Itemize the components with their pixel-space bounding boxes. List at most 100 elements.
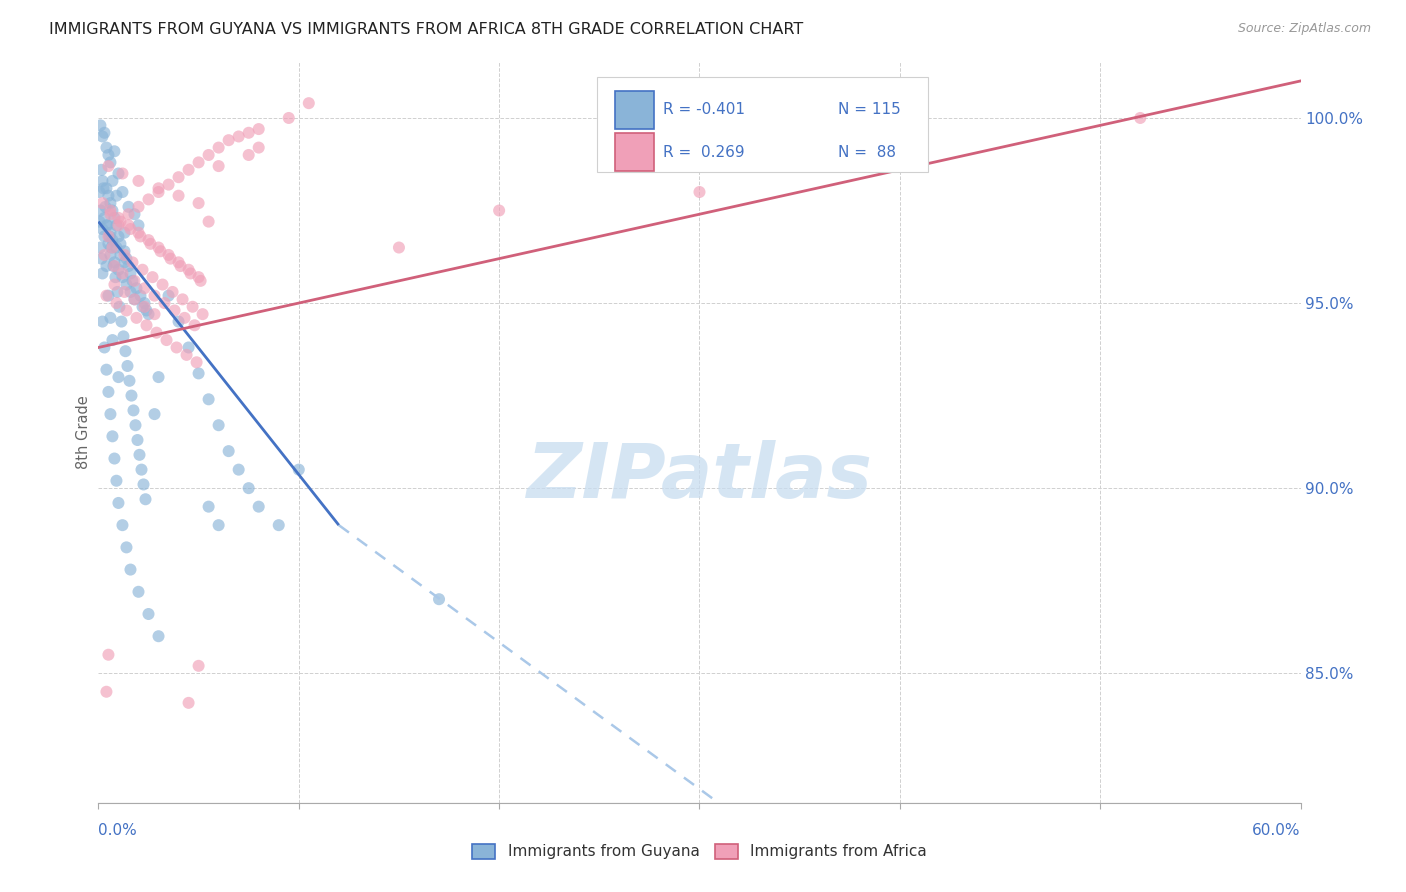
Point <box>162 285 184 299</box>
Point <box>103 259 125 273</box>
Point <box>176 348 198 362</box>
Point <box>124 274 146 288</box>
Point <box>93 181 115 195</box>
Point <box>121 388 143 402</box>
Point <box>96 219 118 233</box>
Point <box>104 270 127 285</box>
Point <box>388 241 411 255</box>
Point <box>117 200 139 214</box>
Point <box>94 200 117 214</box>
FancyBboxPatch shape <box>616 91 654 129</box>
Point <box>118 374 141 388</box>
Point <box>148 181 170 195</box>
Point <box>121 274 143 288</box>
Point <box>177 696 200 710</box>
Point <box>143 407 166 421</box>
Point <box>247 122 270 136</box>
Point <box>110 314 132 328</box>
Point <box>163 303 186 318</box>
Point <box>93 248 115 262</box>
Point <box>100 196 122 211</box>
Point <box>149 244 172 259</box>
Text: N =  88: N = 88 <box>838 145 896 160</box>
Point <box>145 326 167 340</box>
Point <box>238 126 260 140</box>
Y-axis label: 8th Grade: 8th Grade <box>76 396 91 469</box>
Point <box>96 362 118 376</box>
Point <box>228 462 250 476</box>
Point <box>135 303 157 318</box>
Point <box>153 296 176 310</box>
Point <box>148 370 170 384</box>
Point <box>100 203 122 218</box>
Point <box>114 255 136 269</box>
Point <box>89 119 111 133</box>
Point <box>166 341 188 355</box>
Point <box>89 241 111 255</box>
Point <box>100 226 122 240</box>
Point <box>110 236 132 251</box>
Point <box>143 307 166 321</box>
Point <box>177 262 200 277</box>
Point <box>148 629 170 643</box>
Point <box>101 333 124 347</box>
Point <box>124 418 146 433</box>
Point <box>98 229 121 244</box>
Point <box>91 129 114 144</box>
Point <box>1129 111 1152 125</box>
Point <box>128 200 150 214</box>
Point <box>117 259 139 273</box>
Point <box>157 288 180 302</box>
Point <box>111 185 134 199</box>
Point <box>167 255 190 269</box>
Point <box>131 262 153 277</box>
Point <box>105 241 128 255</box>
Point <box>125 281 148 295</box>
Point <box>89 203 111 218</box>
Point <box>134 492 156 507</box>
Point <box>187 658 209 673</box>
Point <box>134 300 156 314</box>
Point <box>101 174 124 188</box>
Point <box>93 126 115 140</box>
Point <box>97 148 120 162</box>
Point <box>100 407 122 421</box>
Point <box>97 229 120 244</box>
FancyBboxPatch shape <box>598 78 928 172</box>
Legend: Immigrants from Guyana, Immigrants from Africa: Immigrants from Guyana, Immigrants from … <box>467 838 932 865</box>
Point <box>100 310 122 325</box>
Point <box>167 314 190 328</box>
Point <box>103 255 125 269</box>
Point <box>134 296 156 310</box>
Point <box>197 392 219 407</box>
Point <box>96 685 118 699</box>
Point <box>131 462 153 476</box>
Point <box>177 341 200 355</box>
Point <box>117 219 139 233</box>
Point <box>197 500 219 514</box>
Text: R = -0.401: R = -0.401 <box>664 103 745 118</box>
Point <box>122 403 145 417</box>
Point <box>148 185 170 199</box>
Point <box>100 241 122 255</box>
Point <box>93 211 115 225</box>
Point <box>101 429 124 443</box>
Point <box>111 270 134 285</box>
Point <box>91 222 114 236</box>
Point <box>108 300 131 314</box>
Point <box>89 214 111 228</box>
Point <box>488 203 510 218</box>
Point <box>111 518 134 533</box>
Point <box>124 293 146 307</box>
Point <box>148 241 170 255</box>
Point <box>159 252 181 266</box>
Point <box>105 219 128 233</box>
Point <box>105 474 128 488</box>
Point <box>103 277 125 292</box>
Point <box>114 285 136 299</box>
Point <box>187 270 209 285</box>
Point <box>110 214 132 228</box>
Point <box>101 203 124 218</box>
Point <box>167 170 190 185</box>
Point <box>114 244 136 259</box>
